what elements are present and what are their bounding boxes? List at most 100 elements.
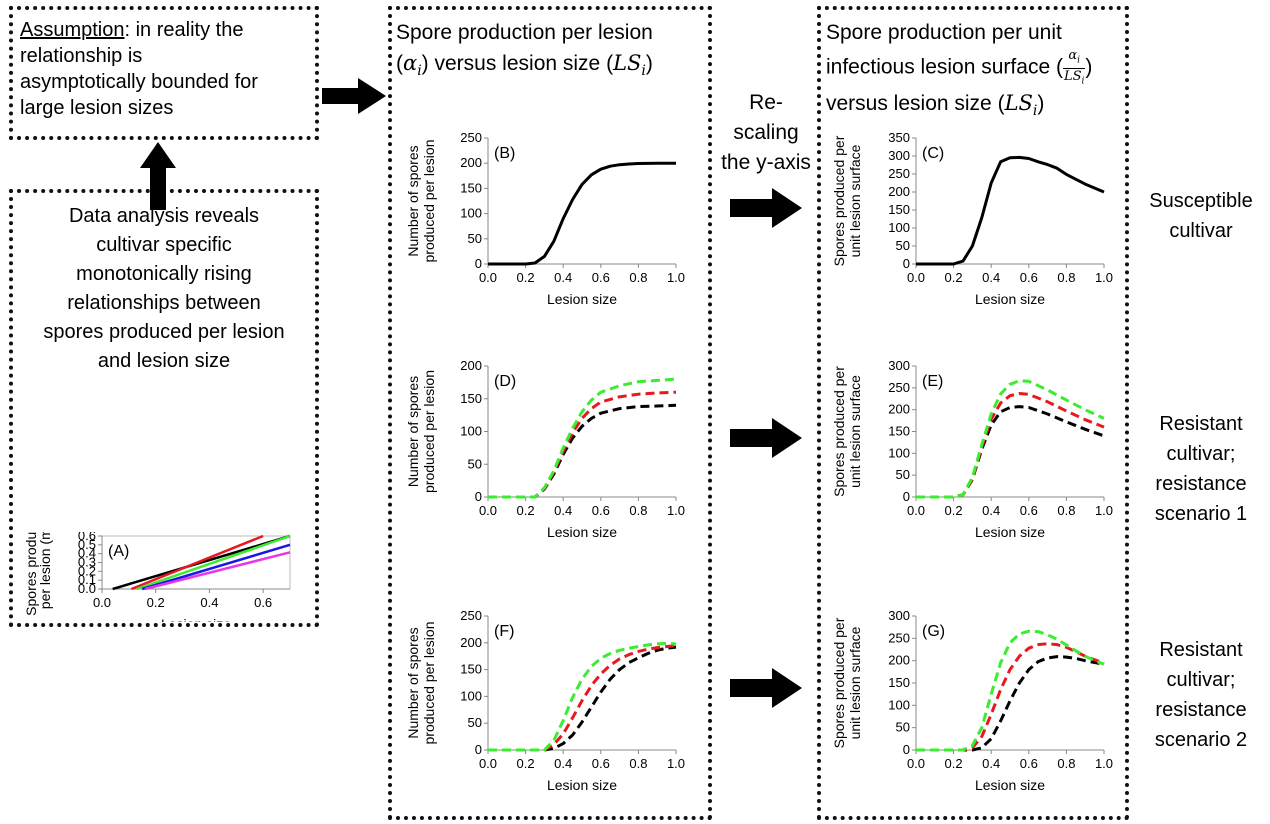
side-label-line: cultivar	[1169, 220, 1233, 242]
paren: )	[1037, 92, 1045, 116]
series-line	[112, 534, 291, 591]
y-axis-label: produced per lesion	[421, 140, 437, 263]
data-analysis-text: Data analysis reveals cultivar specific …	[13, 202, 315, 376]
panel-label: (C)	[922, 145, 944, 162]
right-column-box	[817, 6, 1129, 820]
y-tick-label: 100	[888, 220, 910, 235]
x-tick-label: 0.6	[592, 503, 610, 518]
right-header-line3: versus lesion size (LSi)	[826, 88, 1126, 127]
series-line	[488, 377, 677, 499]
y-tick-label: 200	[460, 155, 482, 170]
x-tick-label: 0.0	[479, 270, 497, 285]
arrow-right-icon	[730, 188, 802, 228]
side-label-line: Resistant	[1159, 413, 1243, 435]
y-tick-label: 0.6	[78, 532, 96, 543]
x-tick-label: 0.4	[982, 756, 1000, 771]
y-tick-label: 0.3	[78, 555, 96, 570]
subscript-i: i	[641, 63, 646, 80]
paren: (	[396, 52, 403, 75]
ls-symbol: LS	[613, 51, 642, 75]
series-line	[488, 641, 677, 752]
x-axis-label: Lesion size	[161, 616, 231, 622]
y-tick-label: 0	[475, 489, 482, 504]
y-tick-label: 0	[903, 742, 910, 757]
x-tick-label: 0.8	[629, 756, 647, 771]
y-axis-label: unit lesion surface	[847, 144, 863, 257]
y-tick-label: 300	[888, 148, 910, 163]
side-label-line: cultivar;	[1166, 443, 1236, 465]
series-line	[488, 390, 677, 499]
series-line	[488, 644, 677, 752]
side-label-scenario1: Resistant cultivar; resistance scenario …	[1136, 409, 1266, 529]
y-tick-label: 0.2	[78, 563, 96, 578]
chart-panel-G: 0 50 100 150 200 250 300 0.0 0.2 0.4 0.6 0.8 1.0 Lesi…	[831, 610, 1113, 793]
data-analysis-line: monotonically rising	[76, 263, 252, 285]
data-analysis-line: spores produced per lesion	[43, 321, 285, 343]
chart-panel-E: 0 50 100 150 200 250 300 0.0 0.2 0.4 0.6 0.8 1.0 Lesi…	[831, 360, 1113, 540]
assumption-underlined: Assumption	[20, 19, 125, 41]
assumption-box	[9, 6, 319, 140]
y-tick-label: 50	[468, 456, 482, 471]
x-tick-label: 0.4	[982, 503, 1000, 518]
x-tick-label: 1.0	[1095, 756, 1113, 771]
chart-panel-F: 0 50 100 150 200 250 0.0 0.2 0.4 0.6 0.8 1.0 Lesion …	[405, 610, 685, 793]
subscript-i: i	[1081, 76, 1085, 87]
y-tick-label: 150	[460, 662, 482, 677]
y-tick-label: 150	[888, 675, 910, 690]
x-tick-label: 0.0	[93, 595, 111, 610]
x-tick-label: 0.0	[907, 756, 925, 771]
y-tick-label: 300	[888, 360, 910, 373]
right-header-line2: infectious lesion surface (αi LSi)	[826, 48, 1126, 88]
y-tick-label: 150	[460, 180, 482, 195]
y-tick-label: 200	[888, 653, 910, 668]
side-label-line: Resistant	[1159, 639, 1243, 661]
x-tick-label: 0.0	[479, 503, 497, 518]
assumption-rest: : in reality the	[124, 19, 244, 41]
x-tick-label: 1.0	[667, 270, 685, 285]
x-axis-label: Lesion size	[975, 291, 1045, 307]
x-tick-label: 0.2	[945, 503, 963, 518]
panel-label: (E)	[922, 373, 943, 390]
assumption-line3: asymptotically bounded for	[20, 71, 258, 93]
series-line	[488, 645, 677, 752]
y-axis-label: produced per lesion	[421, 370, 437, 493]
y-tick-label: 0.4	[78, 546, 96, 561]
subscript-i: i	[1032, 103, 1038, 120]
x-axis-label: Lesion size	[547, 524, 617, 540]
side-label-line: Susceptible	[1149, 190, 1253, 212]
right-header-line3-text: versus lesion size (	[826, 92, 1005, 116]
rescaling-line: scaling	[733, 121, 799, 144]
y-axis-label: Spores produced	[24, 532, 39, 616]
y-tick-label: 100	[460, 206, 482, 221]
y-tick-label: 50	[896, 238, 910, 253]
y-tick-label: 200	[888, 184, 910, 199]
x-tick-label: 0.2	[517, 270, 535, 285]
x-tick-label: 0.2	[517, 503, 535, 518]
y-axis-label: per lesion (mg)	[37, 532, 53, 609]
x-tick-label: 0.6	[1020, 756, 1038, 771]
data-analysis-line: cultivar specific	[96, 234, 232, 256]
y-axis-label: Number of spores	[405, 145, 421, 256]
side-label-line: resistance	[1155, 699, 1247, 721]
x-tick-label: 1.0	[1095, 270, 1113, 285]
side-label-susceptible: Susceptible cultivar	[1136, 186, 1266, 246]
y-tick-label: 100	[888, 445, 910, 460]
arrow-right-icon	[730, 668, 802, 708]
y-axis-label: unit lesion surface	[847, 375, 863, 488]
y-tick-label: 250	[888, 630, 910, 645]
right-header: Spore production per unit infectious les…	[826, 17, 1126, 127]
x-axis-label: Lesion size	[547, 291, 617, 307]
series-line	[488, 161, 676, 266]
x-tick-label: 0.6	[1020, 270, 1038, 285]
chart-panel-A: 0.00.10.20.30.40.50.60.00.20.40.6Lesion …	[24, 532, 291, 622]
y-tick-label: 100	[460, 688, 482, 703]
x-tick-label: 0.6	[1020, 503, 1038, 518]
x-tick-label: 0.4	[554, 270, 572, 285]
fraction: αi LSi	[1062, 48, 1086, 88]
y-tick-label: 0.1	[78, 572, 96, 587]
x-tick-label: 0.2	[945, 270, 963, 285]
assumption-text: Assumption: in reality the relationship …	[20, 17, 312, 121]
rescaling-label: Re- scaling the y-axis	[718, 88, 814, 178]
x-tick-label: 0.8	[1057, 270, 1075, 285]
x-tick-label: 0.2	[147, 595, 165, 610]
